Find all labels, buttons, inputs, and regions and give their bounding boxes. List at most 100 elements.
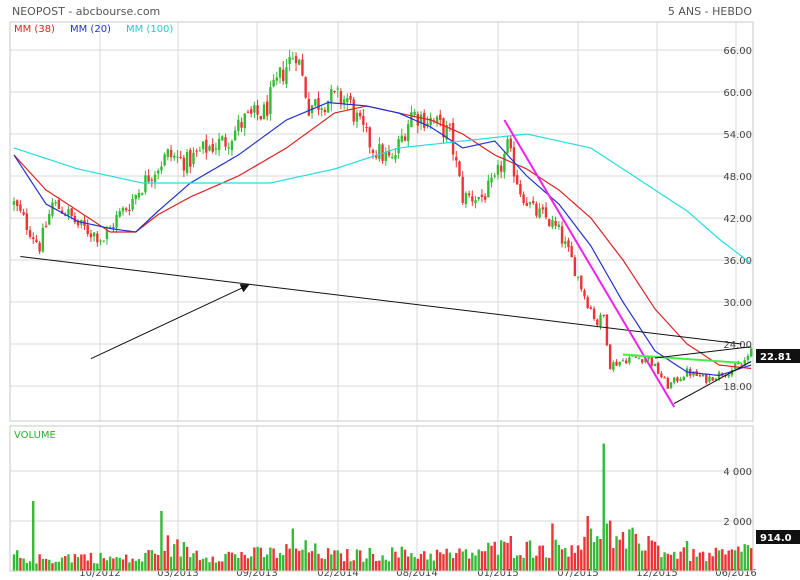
candle-body — [602, 314, 605, 316]
candle-body — [70, 208, 73, 217]
volume-bar — [32, 501, 35, 571]
volume-bar — [237, 557, 240, 571]
volume-bar — [737, 546, 740, 571]
candle-body — [189, 149, 192, 167]
candle-body — [86, 224, 89, 234]
green-horizontal-line — [622, 353, 742, 364]
candle-body — [727, 374, 730, 377]
volume-bar — [650, 540, 653, 571]
candle-body — [435, 116, 439, 123]
volume-bar — [96, 563, 99, 571]
candle-body — [525, 202, 528, 206]
candle-body — [12, 201, 16, 205]
volume-bar — [179, 556, 182, 571]
volume-bar — [346, 549, 349, 571]
volume-bar — [198, 560, 202, 571]
candle-body — [291, 58, 295, 60]
volume-bar — [548, 557, 551, 571]
volume-bar — [320, 558, 323, 571]
volume-bar — [336, 550, 339, 571]
volume-bar — [16, 550, 19, 571]
candle-body — [397, 139, 400, 154]
candle-body — [679, 379, 682, 382]
candle-body — [499, 165, 503, 172]
candle-body — [618, 361, 621, 366]
volume-bar — [275, 557, 279, 571]
volume-bar — [448, 552, 452, 571]
volume-bar — [19, 557, 22, 571]
candle-body — [461, 176, 464, 203]
candle-body — [179, 157, 182, 159]
volume-bar — [189, 557, 192, 571]
volume-bar — [301, 549, 304, 571]
volume-bar — [182, 542, 186, 571]
long-support-line — [20, 256, 742, 345]
candle-body — [137, 192, 141, 198]
candle-body — [198, 150, 202, 152]
volume-bar — [717, 550, 721, 571]
volume-bar — [493, 541, 496, 571]
candle-body — [390, 156, 394, 158]
volume-bar — [618, 539, 621, 571]
volume-bar — [506, 542, 509, 571]
candle-body — [298, 59, 301, 65]
candle-body — [477, 197, 480, 200]
candle-body — [211, 144, 214, 152]
volume-bar — [608, 520, 612, 571]
volume-bar — [724, 554, 727, 571]
candle-body — [19, 204, 22, 211]
volume-bar — [567, 556, 570, 571]
volume-bar — [70, 562, 73, 571]
volume-bar — [445, 548, 448, 571]
volume-bar — [628, 529, 631, 571]
candle-body — [608, 344, 612, 369]
volume-bar — [564, 547, 567, 571]
candle-body — [333, 91, 336, 93]
volume-bar — [676, 558, 679, 571]
candle-body — [153, 174, 157, 183]
candle-body — [554, 220, 557, 226]
candle-body — [368, 127, 371, 148]
candle-body — [567, 240, 570, 248]
candle-body — [615, 361, 618, 366]
volume-bar — [669, 554, 673, 571]
candle-body — [99, 240, 102, 242]
volume-label: VOLUME — [14, 430, 56, 441]
candle-body — [596, 319, 599, 326]
volume-bar — [41, 558, 45, 571]
volume-bar — [272, 548, 275, 571]
candle-body — [157, 170, 160, 174]
volume-bars — [12, 443, 753, 571]
volume-bar — [592, 542, 596, 571]
volume-bar — [647, 536, 650, 571]
volume-bar — [499, 540, 503, 571]
volume-bar — [413, 557, 416, 571]
volume-bar — [355, 549, 359, 571]
candle-body — [249, 109, 253, 114]
x-tick-label: 01/2015 — [477, 568, 519, 579]
volume-bar — [246, 558, 250, 571]
candle-body — [246, 111, 250, 113]
volume-bar — [333, 550, 336, 571]
volume-bar — [214, 562, 218, 571]
volume-bar — [147, 550, 150, 571]
volume-bar — [86, 560, 89, 571]
candle-body — [41, 227, 45, 252]
volume-bar — [160, 511, 163, 571]
candle-body — [76, 220, 80, 226]
candle-body — [44, 226, 48, 228]
candle-body — [394, 155, 397, 160]
candle-body — [64, 214, 67, 216]
candle-body — [317, 98, 320, 110]
y-tick-label: 24.00 — [723, 340, 752, 351]
candle-body — [201, 141, 205, 150]
moving-average-lines — [13, 101, 752, 377]
y-tick-label: 18.00 — [723, 382, 752, 393]
volume-panel-frame — [9, 425, 754, 572]
candle-body — [57, 200, 61, 209]
volume-bar — [314, 543, 317, 571]
candle-body — [474, 200, 477, 204]
candle-body — [740, 364, 743, 366]
